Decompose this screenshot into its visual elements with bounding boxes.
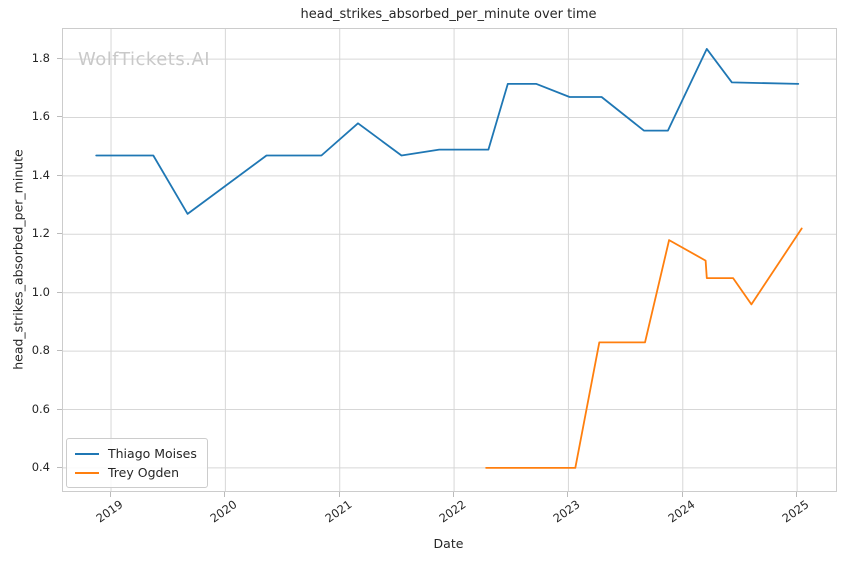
y-tick-label: 1.2 bbox=[31, 226, 50, 241]
legend: Thiago Moises Trey Ogden bbox=[66, 438, 208, 488]
x-tick-mark bbox=[453, 492, 455, 497]
plot-area bbox=[62, 28, 837, 492]
y-tick-mark bbox=[57, 174, 62, 176]
legend-label-0: Thiago Moises bbox=[108, 446, 197, 461]
y-tick-label: 1.4 bbox=[31, 167, 50, 182]
x-tick-mark bbox=[110, 492, 112, 497]
legend-swatch-0 bbox=[75, 452, 99, 455]
y-tick-label: 0.8 bbox=[31, 343, 50, 358]
y-tick-mark bbox=[57, 350, 62, 352]
watermark: WolfTickets.AI bbox=[78, 49, 211, 70]
y-tick-label: 0.6 bbox=[31, 401, 50, 416]
chart-title: head_strikes_absorbed_per_minute over ti… bbox=[300, 7, 597, 22]
y-tick-mark bbox=[57, 233, 62, 235]
y-tick-label: 1.6 bbox=[31, 109, 50, 124]
y-tick-label: 1.8 bbox=[31, 51, 50, 66]
y-tick-mark bbox=[57, 58, 62, 60]
y-tick-mark bbox=[57, 408, 62, 410]
x-tick-mark bbox=[338, 492, 340, 497]
y-tick-mark bbox=[57, 466, 62, 468]
x-axis-label: Date bbox=[433, 536, 464, 551]
plot-canvas bbox=[63, 29, 836, 491]
series-line-1 bbox=[485, 227, 803, 469]
y-tick-mark bbox=[57, 116, 62, 118]
legend-label-1: Trey Ogden bbox=[108, 465, 180, 480]
legend-item-1: Trey Ogden bbox=[75, 463, 197, 482]
y-tick-mark bbox=[57, 291, 62, 293]
y-tick-label: 1.0 bbox=[31, 284, 50, 299]
x-tick-mark bbox=[224, 492, 226, 497]
legend-swatch-1 bbox=[75, 471, 99, 474]
x-tick-mark bbox=[567, 492, 569, 497]
legend-item-0: Thiago Moises bbox=[75, 444, 197, 463]
x-tick-mark bbox=[796, 492, 798, 497]
x-tick-mark bbox=[681, 492, 683, 497]
y-axis-label: head_strikes_absorbed_per_minute bbox=[10, 149, 26, 370]
series-line-0 bbox=[95, 47, 800, 215]
y-tick-label: 0.4 bbox=[31, 459, 50, 474]
